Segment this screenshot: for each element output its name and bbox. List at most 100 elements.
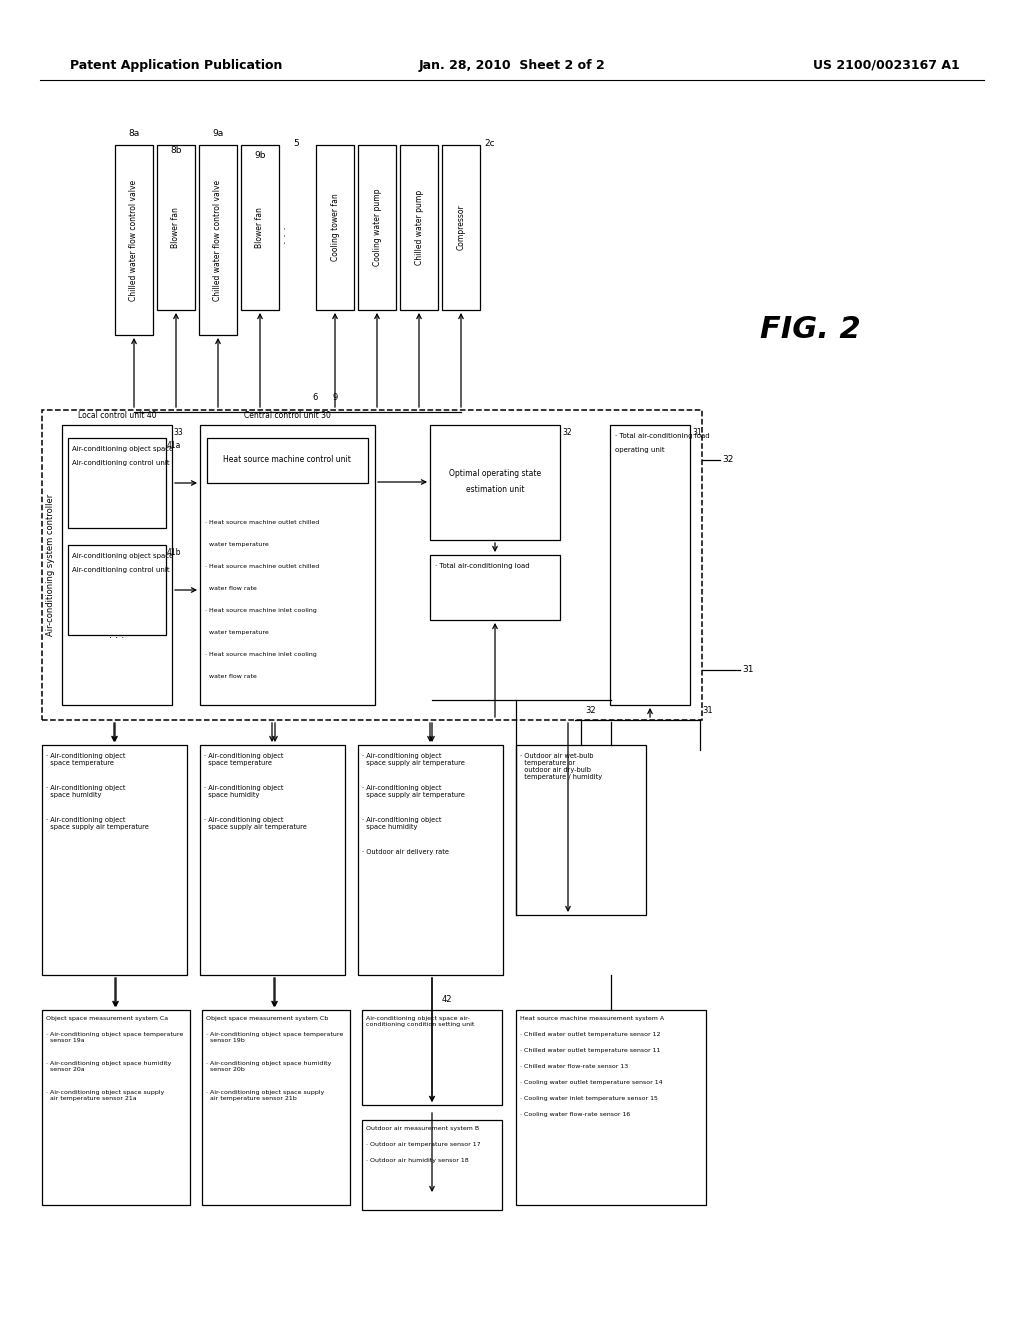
- Bar: [516, 1010, 706, 1205]
- Bar: [42, 744, 187, 975]
- Text: Compressor: Compressor: [457, 205, 466, 251]
- Text: Heat source machine measurement system A: Heat source machine measurement system A: [520, 1016, 665, 1020]
- Text: Local control unit 40: Local control unit 40: [78, 411, 157, 420]
- Bar: [430, 554, 560, 620]
- Text: Heat source machine control unit: Heat source machine control unit: [223, 455, 351, 465]
- Text: Air-conditioning object space: Air-conditioning object space: [72, 446, 173, 451]
- Bar: [62, 425, 172, 705]
- Text: · Cooling water outlet temperature sensor 14: · Cooling water outlet temperature senso…: [520, 1080, 663, 1085]
- Text: · Air-conditioning object
  space supply air temperature: · Air-conditioning object space supply a…: [46, 817, 148, 830]
- Text: · Air-conditioning object
  space temperature: · Air-conditioning object space temperat…: [46, 752, 126, 766]
- Text: . . .: . . .: [278, 226, 288, 244]
- Text: Air-conditioning object space air-
conditioning condition setting unit: Air-conditioning object space air- condi…: [366, 1016, 474, 1027]
- Text: · Air-conditioning object space supply
  air temperature sensor 21a: · Air-conditioning object space supply a…: [46, 1090, 164, 1101]
- Text: Cooling water pump: Cooling water pump: [373, 189, 382, 267]
- Text: Air-conditioning object space: Air-conditioning object space: [72, 553, 173, 558]
- Text: Air-conditioning system controller: Air-conditioning system controller: [46, 494, 55, 636]
- Text: . . .: . . .: [110, 630, 125, 640]
- Text: Chilled water flow control valve: Chilled water flow control valve: [213, 180, 222, 301]
- Text: Patent Application Publication: Patent Application Publication: [70, 58, 283, 71]
- Text: 32: 32: [562, 428, 571, 437]
- Text: · Heat source machine outlet chilled: · Heat source machine outlet chilled: [205, 564, 319, 569]
- Bar: [362, 1119, 502, 1210]
- Text: · Air-conditioning object
  space temperature: · Air-conditioning object space temperat…: [204, 752, 284, 766]
- Text: Blower fan: Blower fan: [256, 207, 264, 248]
- Bar: [157, 145, 195, 310]
- Text: water flow rate: water flow rate: [205, 586, 257, 591]
- Text: Cooling tower fan: Cooling tower fan: [331, 194, 340, 261]
- Text: · Cooling water inlet temperature sensor 15: · Cooling water inlet temperature sensor…: [520, 1096, 657, 1101]
- Bar: [202, 1010, 350, 1205]
- Text: · Heat source machine inlet cooling: · Heat source machine inlet cooling: [205, 609, 316, 612]
- Text: · Chilled water outlet temperature sensor 12: · Chilled water outlet temperature senso…: [520, 1032, 660, 1038]
- Bar: [430, 425, 560, 540]
- Text: · Outdoor air humidity sensor 18: · Outdoor air humidity sensor 18: [366, 1158, 469, 1163]
- Text: estimation unit: estimation unit: [466, 486, 524, 495]
- Bar: [199, 145, 237, 335]
- Text: · Air-conditioning object space humidity
  sensor 20a: · Air-conditioning object space humidity…: [46, 1061, 171, 1072]
- Text: water temperature: water temperature: [205, 543, 268, 546]
- Bar: [207, 438, 368, 483]
- Text: 41b: 41b: [167, 548, 181, 557]
- Text: water temperature: water temperature: [205, 630, 268, 635]
- Text: · Air-conditioning object space humidity
  sensor 20b: · Air-conditioning object space humidity…: [206, 1061, 332, 1072]
- Bar: [42, 411, 702, 719]
- Bar: [610, 425, 690, 705]
- Text: 9: 9: [333, 393, 338, 403]
- Text: · Chilled water flow-rate sensor 13: · Chilled water flow-rate sensor 13: [520, 1064, 629, 1069]
- Text: Optimal operating state: Optimal operating state: [449, 470, 541, 479]
- Text: Object space measurement system Cb: Object space measurement system Cb: [206, 1016, 329, 1020]
- Bar: [241, 145, 279, 310]
- Text: · Air-conditioning object
  space humidity: · Air-conditioning object space humidity: [204, 785, 284, 799]
- Text: · Chilled water outlet temperature sensor 11: · Chilled water outlet temperature senso…: [520, 1048, 660, 1053]
- Text: 32: 32: [722, 455, 733, 465]
- Text: · Air-conditioning object
  space supply air temperature: · Air-conditioning object space supply a…: [204, 817, 307, 830]
- Text: · Air-conditioning object space supply
  air temperature sensor 21b: · Air-conditioning object space supply a…: [206, 1090, 325, 1101]
- Text: · Heat source machine inlet cooling: · Heat source machine inlet cooling: [205, 652, 316, 657]
- Bar: [442, 145, 480, 310]
- Text: 6: 6: [312, 393, 317, 403]
- Text: · Total air-conditioning load: · Total air-conditioning load: [615, 433, 710, 440]
- Bar: [42, 1010, 190, 1205]
- Text: 42: 42: [442, 995, 453, 1005]
- Text: · Outdoor air wet-bulb
  temperature or
  outdoor air dry-bulb
  temperature / h: · Outdoor air wet-bulb temperature or ou…: [520, 752, 602, 780]
- Bar: [362, 1010, 502, 1105]
- Bar: [400, 145, 438, 310]
- Text: · Outdoor air delivery rate: · Outdoor air delivery rate: [362, 849, 449, 855]
- Text: Jan. 28, 2010  Sheet 2 of 2: Jan. 28, 2010 Sheet 2 of 2: [419, 58, 605, 71]
- Text: 33: 33: [173, 428, 182, 437]
- Text: Air-conditioning control unit: Air-conditioning control unit: [72, 459, 170, 466]
- Text: Central control unit 30: Central control unit 30: [244, 411, 331, 420]
- Text: · Heat source machine outlet chilled: · Heat source machine outlet chilled: [205, 520, 319, 525]
- Text: 5: 5: [293, 139, 299, 148]
- Bar: [115, 145, 153, 335]
- Text: operating unit: operating unit: [615, 447, 665, 453]
- Text: · Air-conditioning object space temperature
  sensor 19a: · Air-conditioning object space temperat…: [46, 1032, 183, 1043]
- Text: 31: 31: [692, 428, 701, 437]
- Text: Blower fan: Blower fan: [171, 207, 180, 248]
- Text: · Air-conditioning object
  space humidity: · Air-conditioning object space humidity: [362, 817, 441, 830]
- Text: · Total air-conditioning load: · Total air-conditioning load: [435, 564, 529, 569]
- Text: · Outdoor air temperature sensor 17: · Outdoor air temperature sensor 17: [366, 1142, 480, 1147]
- Text: US 2100/0023167 A1: US 2100/0023167 A1: [813, 58, 961, 71]
- Text: · Air-conditioning object
  space humidity: · Air-conditioning object space humidity: [46, 785, 126, 799]
- Text: 9b: 9b: [254, 150, 266, 160]
- Text: Outdoor air measurement system B: Outdoor air measurement system B: [366, 1126, 479, 1131]
- Bar: [358, 744, 503, 975]
- Bar: [200, 744, 345, 975]
- Text: FIG. 2: FIG. 2: [760, 315, 860, 345]
- Text: · Air-conditioning object
  space supply air temperature: · Air-conditioning object space supply a…: [362, 785, 465, 799]
- Text: Air-conditioning control unit: Air-conditioning control unit: [72, 568, 170, 573]
- Bar: [316, 145, 354, 310]
- Bar: [68, 545, 166, 635]
- Bar: [358, 145, 396, 310]
- Text: 8b: 8b: [170, 147, 181, 154]
- Text: 2c: 2c: [484, 139, 495, 148]
- Bar: [516, 744, 646, 915]
- Text: 9a: 9a: [212, 129, 223, 139]
- Text: 31: 31: [742, 665, 754, 675]
- Text: 8a: 8a: [128, 129, 139, 139]
- Bar: [200, 425, 375, 705]
- Text: water flow rate: water flow rate: [205, 675, 257, 678]
- Text: · Air-conditioning object space temperature
  sensor 19b: · Air-conditioning object space temperat…: [206, 1032, 343, 1043]
